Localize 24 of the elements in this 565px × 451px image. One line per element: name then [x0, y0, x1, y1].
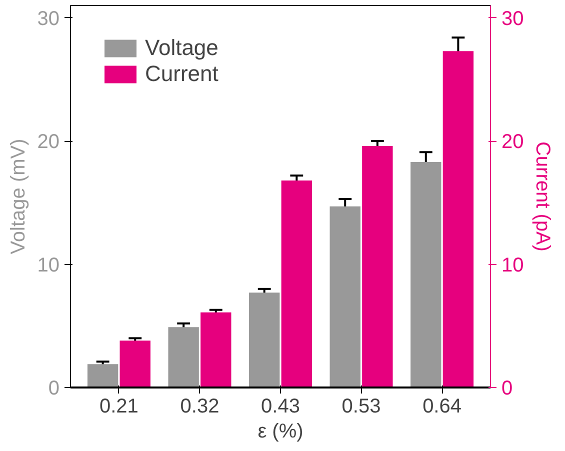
bar: [281, 180, 312, 388]
x-tick-label: 0.21: [100, 396, 138, 418]
legend-label: Voltage: [145, 35, 218, 61]
bar: [330, 206, 360, 388]
y-tick-label: 10: [37, 254, 60, 276]
y2-tick-label: 20: [502, 131, 524, 154]
bar: [200, 312, 232, 388]
y2-tick-label: 0: [502, 378, 513, 400]
x-tick-label: 0.32: [180, 396, 220, 418]
x-tick-label: 0.53: [342, 396, 381, 418]
y-tick-label: 30: [37, 8, 60, 30]
x-tick-label: 0.64: [422, 396, 462, 418]
y-tick-label: 20: [37, 131, 60, 154]
y2-tick-label: 10: [502, 254, 524, 276]
y2-tick-label: 30: [502, 8, 524, 30]
x-tick-label: 0.43: [261, 396, 300, 418]
bar: [168, 327, 199, 388]
legend-label: Current: [145, 61, 218, 87]
bar: [120, 340, 150, 388]
x-axis-title: ε (%): [258, 420, 304, 442]
y-tick-label: 0: [48, 378, 60, 400]
bar: [362, 146, 393, 388]
y-axis-title: Voltage (mV): [7, 138, 30, 254]
y2-axis-title: Current (pA): [532, 141, 554, 252]
